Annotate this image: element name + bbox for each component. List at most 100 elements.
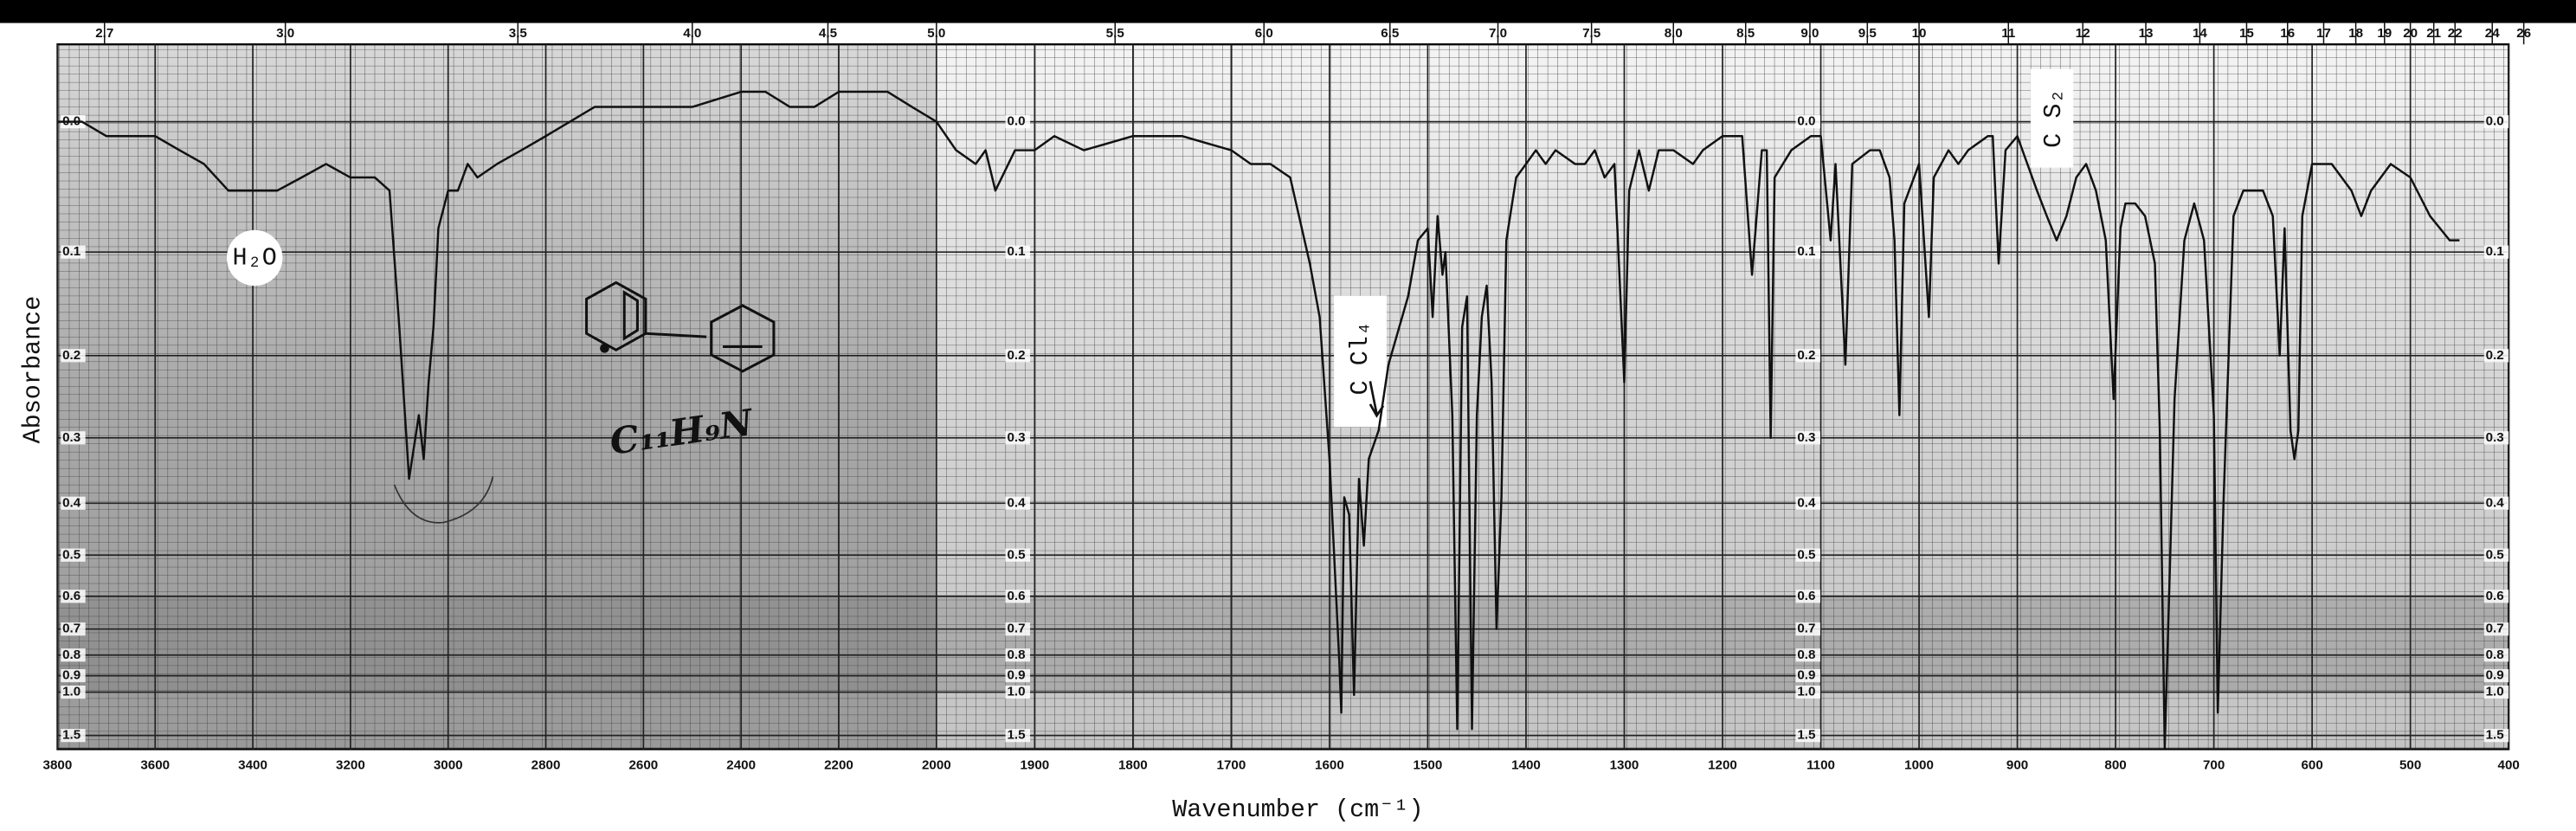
tick-label-backdrop xyxy=(1795,622,1820,636)
tick-label-backdrop xyxy=(1795,548,1820,562)
x-tick-label: 2600 xyxy=(628,757,658,772)
tick-labels: 3800 3600 3400 3200 3000 2800 2600 2400 2200 2000… xyxy=(43,23,2531,772)
tick-label-backdrop xyxy=(2483,622,2509,636)
y-tick-label: 0.2 xyxy=(1797,348,1815,363)
y-tick-label: 0.6 xyxy=(1007,589,1025,603)
tick-label-backdrop xyxy=(1005,648,1031,662)
tick-label-backdrop xyxy=(1005,548,1031,562)
tick-label-backdrop xyxy=(61,622,86,636)
y-tick-label: 0.9 xyxy=(1007,668,1025,683)
tick-label-backdrop xyxy=(1795,431,1820,445)
x-tick-label: 2000 xyxy=(922,757,951,772)
x-tick-label: 900 xyxy=(2006,757,2028,772)
y-tick-label: 0.8 xyxy=(2486,647,2504,662)
x-tick-label: 1000 xyxy=(1904,757,1934,772)
y-tick-label: 0.9 xyxy=(2486,668,2504,683)
tick-label-backdrop xyxy=(1795,669,1820,683)
tick-label-backdrop xyxy=(1795,729,1820,743)
y-tick-label: 0.0 xyxy=(2486,114,2504,129)
x2-tick-label: 10 xyxy=(1912,26,1927,41)
x2-tick-label: 16 xyxy=(2280,26,2295,41)
x2-tick-label: 17 xyxy=(2316,26,2331,41)
x2-tick-label: 14 xyxy=(2193,26,2207,41)
tick-label-backdrop xyxy=(2483,648,2509,662)
x-tick-label: 3400 xyxy=(238,757,267,772)
x2-tick-label: 9.0 xyxy=(1800,26,1819,41)
annotation: H₂O xyxy=(233,243,277,272)
y-tick-label: 0.5 xyxy=(62,547,81,562)
x2-tick-label: 9.5 xyxy=(1858,26,1877,41)
top-bar xyxy=(0,0,2576,23)
y-tick-label: 0.1 xyxy=(1797,244,1816,259)
annotation-backdrop xyxy=(226,229,283,287)
x-tick-label: 3600 xyxy=(140,757,170,772)
tick-label-backdrop xyxy=(2483,114,2509,129)
spectrum-line xyxy=(57,90,2460,749)
tick-label-backdrop xyxy=(1795,245,1820,259)
x-tick-label: 1500 xyxy=(1414,757,1443,772)
tick-label-backdrop xyxy=(61,648,86,662)
x2-tick-label: 24 xyxy=(2485,26,2500,41)
x-tick-label: 600 xyxy=(2301,757,2322,772)
x-axis-title: Wavenumber (cm⁻¹) xyxy=(1172,796,1423,824)
annotation-backdrop xyxy=(1334,295,1387,428)
y-tick-label: 0.6 xyxy=(62,589,80,603)
y-tick-label: 0.3 xyxy=(62,430,80,445)
minor-grid xyxy=(57,44,2509,750)
y-tick-label: 1.5 xyxy=(1797,728,1816,743)
y-tick-label: 1.5 xyxy=(2486,728,2505,743)
x-tick-label: 2400 xyxy=(726,757,756,772)
y-tick-label: 0.0 xyxy=(1007,114,1025,129)
structure-drawing xyxy=(585,280,776,373)
y-tick-label: 0.9 xyxy=(1797,668,1815,683)
x2-tick-label: 7.0 xyxy=(1489,26,1507,41)
tick-label-backdrop xyxy=(61,589,86,603)
x2-tick-label: 7.5 xyxy=(1582,26,1601,41)
x2-tick-label: 19 xyxy=(2377,26,2392,41)
x2-tick-label: 4.5 xyxy=(819,26,838,41)
y-tick-label: 0.5 xyxy=(1797,547,1816,562)
x-tick-label: 3000 xyxy=(434,757,463,772)
annotation-backdrop xyxy=(2030,68,2074,168)
x-tick-label: 1900 xyxy=(1020,757,1049,772)
x2-tick-label: 6.0 xyxy=(1255,26,1273,41)
x2-tick-label: 3.5 xyxy=(509,26,528,41)
x-tick-label: 800 xyxy=(2104,757,2126,772)
tick-label-backdrop xyxy=(61,669,86,683)
tick-label-backdrop xyxy=(61,431,86,445)
x-tick-label: 400 xyxy=(2498,757,2520,772)
tick-label-backdrop xyxy=(1005,431,1031,445)
y-tick-label: 0.4 xyxy=(62,495,81,510)
x2-tick-label: 26 xyxy=(2516,26,2531,41)
x2-tick-label: 21 xyxy=(2426,26,2441,41)
y-tick-label: 0.3 xyxy=(1797,430,1815,445)
tick-label-backdrop xyxy=(1005,729,1031,743)
y-tick-label: 0.6 xyxy=(2486,589,2504,603)
tick-label-backdrop xyxy=(61,548,86,562)
tick-label-backdrop xyxy=(1795,648,1820,662)
tick-label-backdrop xyxy=(1005,622,1031,636)
y-tick-label: 0.1 xyxy=(1007,244,1026,259)
tick-label-backdrop xyxy=(1005,245,1031,259)
tick-label-backdrop xyxy=(1795,589,1820,603)
tick-label-backdrop xyxy=(2483,245,2509,259)
y-tick-label: 1.0 xyxy=(2486,685,2504,699)
y-tick-label: 0.7 xyxy=(1007,622,1025,636)
x-tick-label: 1100 xyxy=(1806,757,1835,772)
x2-tick-label: 18 xyxy=(2348,26,2363,41)
y-tick-label: 0.7 xyxy=(2486,622,2504,636)
y-tick-label: 1.0 xyxy=(1007,685,1025,699)
y-tick-label: 0.5 xyxy=(2486,547,2505,562)
y-tick-label: 1.0 xyxy=(62,685,80,699)
tick-label-backdrop xyxy=(1795,496,1820,510)
y-tick-label: 0.2 xyxy=(62,348,80,363)
y-tick-label: 0.8 xyxy=(1797,647,1815,662)
x2-tick-label: 12 xyxy=(2076,26,2090,41)
x2-tick-label: 5.5 xyxy=(1106,26,1125,41)
x-tick-label: 500 xyxy=(2399,757,2421,772)
x2-tick-label: 13 xyxy=(2139,26,2154,41)
tick-label-backdrop xyxy=(61,685,86,699)
annotation: C S₂ xyxy=(2039,88,2068,147)
